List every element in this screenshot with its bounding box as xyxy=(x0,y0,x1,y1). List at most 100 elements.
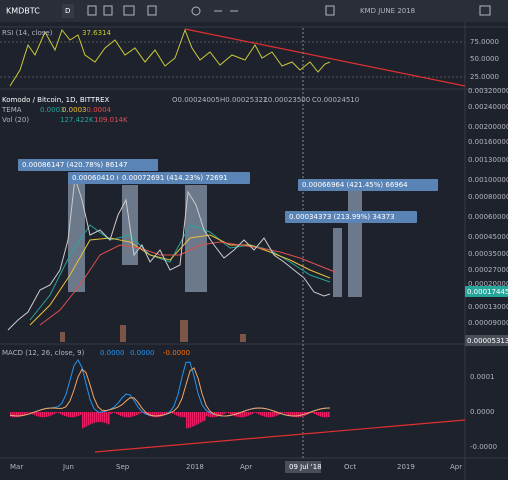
moving-averages xyxy=(29,224,336,326)
macd-histogram xyxy=(286,412,288,415)
macd-histogram xyxy=(106,412,108,424)
macd-histogram xyxy=(162,412,164,417)
macd-histogram xyxy=(150,412,152,417)
symbol[interactable]: KMDBTC xyxy=(6,7,40,16)
macd-histogram xyxy=(88,412,90,426)
macd-histogram xyxy=(20,412,22,417)
macd-histogram xyxy=(152,412,154,417)
macd-histogram xyxy=(240,412,242,418)
macd-histogram xyxy=(16,412,18,418)
macd-histogram xyxy=(76,412,78,417)
macd-histogram xyxy=(18,412,20,417)
search[interactable]: KMD JUNE 2018 xyxy=(360,7,415,15)
volume-value: 109.014K xyxy=(94,116,128,124)
ohlc-value: C0.00024510 xyxy=(312,96,359,104)
macd-histogram xyxy=(314,412,316,415)
price-axis-label: 0.00130000 xyxy=(468,156,508,164)
price-axis-label: 0.00035000 xyxy=(468,250,508,258)
macd-histogram xyxy=(190,412,192,428)
macd-histogram xyxy=(224,412,226,414)
macd-histogram xyxy=(158,412,160,418)
macd-histogram xyxy=(326,412,328,418)
macd-histogram xyxy=(238,412,240,418)
macd-histogram xyxy=(96,412,98,423)
price-axis-label: 0.00013000 xyxy=(468,303,508,311)
macd-axis-label: 0.0001 xyxy=(470,373,495,381)
rsi-label: RSI (14, close) xyxy=(2,29,53,37)
macd-histogram xyxy=(66,412,68,417)
main-title: Komodo / Bitcoin, 1D, BITTREX xyxy=(2,96,109,104)
tema-label: TEMA xyxy=(1,106,22,114)
toolbar xyxy=(0,0,508,22)
macd-histogram xyxy=(254,412,256,413)
macd-histogram xyxy=(130,412,132,418)
macd-histogram xyxy=(194,412,196,426)
macd-histogram xyxy=(292,412,294,417)
macd-histogram xyxy=(58,412,60,414)
macd-histogram xyxy=(122,412,124,417)
macd-histogram xyxy=(230,412,232,415)
macd-histogram xyxy=(252,412,254,414)
price-axis-label: 0.00080000 xyxy=(468,193,508,201)
macd-histogram xyxy=(60,412,62,415)
macd-histogram xyxy=(52,412,54,415)
macd-histogram xyxy=(278,412,280,415)
cursor-date-box xyxy=(285,461,321,473)
macd-histogram xyxy=(154,412,156,418)
macd-histogram xyxy=(12,412,14,418)
macd-histogram xyxy=(80,412,82,415)
macd-histogram xyxy=(276,412,278,416)
low-price-box xyxy=(465,335,508,346)
macd-label: MACD (12, 26, close, 9) xyxy=(2,349,85,357)
tema-value: 0.0003 xyxy=(40,106,65,114)
macd-histogram xyxy=(196,412,198,425)
macd-histogram xyxy=(186,412,188,429)
x-axis-label: Oct xyxy=(344,463,356,471)
price-line xyxy=(7,177,331,331)
macd-histogram xyxy=(264,412,266,417)
price-axis-label: 0.00020000 xyxy=(468,280,508,288)
macd-histogram xyxy=(50,412,52,416)
low-price: 0.00005313 xyxy=(467,337,508,345)
macd-histogram xyxy=(244,412,246,417)
macd-histogram xyxy=(118,412,120,415)
macd-histogram xyxy=(44,412,46,418)
macd-histogram xyxy=(108,412,110,425)
macd-histogram xyxy=(220,412,222,416)
macd-histogram xyxy=(228,412,230,414)
macd-histogram xyxy=(156,412,158,418)
annotation-box xyxy=(285,211,417,223)
macd-histogram xyxy=(94,412,96,423)
ohlc-value: H0.00025322 xyxy=(220,96,268,104)
annotation: 0.00072691 (414.23%) 72691 xyxy=(122,174,228,182)
macd-histogram xyxy=(242,412,244,418)
x-axis-label: 2018 xyxy=(186,463,204,471)
macd-histogram xyxy=(164,412,166,416)
macd-histogram xyxy=(90,412,92,425)
toolbar-icons[interactable] xyxy=(87,5,491,16)
macd-histogram xyxy=(294,412,296,418)
macd-histogram xyxy=(112,412,114,414)
macd-histogram xyxy=(180,412,182,417)
volume-bars xyxy=(60,320,246,342)
cursor-date: 09 Jul '18 xyxy=(289,463,322,471)
annotation: 0.00086147 (420.78%) 86147 xyxy=(22,161,128,169)
pane-borders xyxy=(0,22,508,480)
macd-histogram xyxy=(250,412,252,415)
tema-value: -0.0004 xyxy=(84,106,112,114)
annotation-box xyxy=(68,172,128,184)
macd-histogram xyxy=(48,412,50,417)
x-axis-label: Jun xyxy=(62,463,74,471)
rsi-value: 37.6314 xyxy=(82,29,111,37)
macd-histogram xyxy=(38,412,40,417)
macd-histogram xyxy=(322,412,324,418)
macd-histogram xyxy=(200,412,202,423)
macd-histogram xyxy=(36,412,38,417)
price-axis-label: 0.00320000 xyxy=(468,87,508,95)
macd-histogram xyxy=(222,412,224,415)
interval[interactable]: D xyxy=(65,7,70,15)
interval-button[interactable] xyxy=(62,4,74,18)
macd-histogram xyxy=(296,412,298,418)
macd-histogram xyxy=(204,412,206,421)
macd-histogram xyxy=(174,412,176,415)
